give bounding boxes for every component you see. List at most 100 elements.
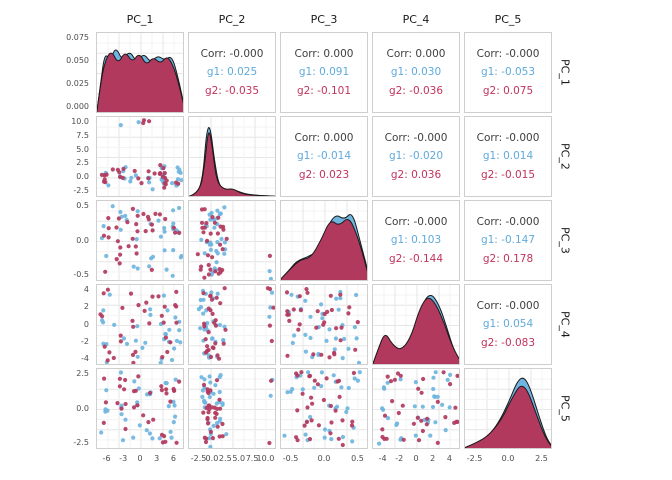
x-axis-ticks-PC_5: -2.5 0.0 2.5 [464, 452, 552, 472]
panel-density-PC_5 [464, 368, 552, 449]
row-strip-PC_5: PC_5 [556, 368, 574, 449]
x-axis-ticks-PC_2: -2.5 0.0 2.5 5.0 7.5 10.0 [188, 452, 276, 472]
panel-corr-PC_1-vs-PC_4: Corr: 0.000 g1: 0.030 g2: -0.036 [372, 32, 460, 113]
row-strip-label: PC_5 [558, 395, 572, 422]
corner-bottom-left [36, 452, 92, 472]
y-tick-label: 0.5 [76, 201, 89, 211]
row-strip-PC_2: PC_2 [556, 116, 574, 197]
x-tick-label: 3 [154, 454, 160, 463]
x-tick-label: 2.5 [535, 454, 548, 463]
panel-scatter-PC_4-vs-PC_1 [96, 284, 184, 365]
panel-scatter-PC_3-vs-PC_1 [96, 200, 184, 281]
x-tick-label: -2.5 [466, 454, 483, 463]
y-tick-label: 0 [83, 319, 89, 329]
group2-corr-text: g2: -0.083 [480, 336, 536, 349]
group1-corr-text: g1: -0.053 [480, 66, 536, 79]
y-tick-label: 0.050 [66, 56, 89, 66]
x-tick-label: -6 [102, 454, 111, 463]
corner-top-left [36, 5, 92, 29]
group2-corr-text: g2: 0.178 [482, 252, 534, 265]
panel-scatter-PC_4-vs-PC_2 [188, 284, 276, 365]
x-tick-label: 6 [170, 454, 176, 463]
col-strip-PC_2: PC_2 [218, 13, 246, 26]
col-strip-PC_1: PC_1 [126, 13, 154, 26]
x-tick-label: 0.5 [351, 454, 364, 463]
panel-scatter-PC_2-vs-PC_1 [96, 116, 184, 197]
x-tick-label: -3 [119, 454, 128, 463]
group2-corr-text: g2: -0.015 [480, 168, 536, 181]
x-tick-label: 5.0 [232, 454, 246, 463]
y-axis-ticks-PC_3: 0.5 0.0 -0.5 [36, 200, 92, 281]
x-tick-label: -0.5 [282, 454, 299, 463]
x-tick-label: -2 [395, 454, 404, 463]
panel-scatter-PC_4-vs-PC_3 [280, 284, 368, 365]
panel-corr-PC_3-vs-PC_4: Corr: -0.000 g1: 0.103 g2: -0.144 [372, 200, 460, 281]
y-tick-label: -2.5 [73, 437, 89, 447]
row-strip-label: PC_3 [558, 227, 572, 254]
x-axis-ticks-PC_1: -6 -3 0 3 6 [96, 452, 184, 472]
pairs-plot-grid: PC_1 PC_2 PC_3 PC_4 PC_5 0.075 0.050 0.025 0.000… [36, 5, 574, 472]
x-axis-ticks-PC_4: -4 -2 0 2 4 [372, 452, 460, 472]
row-strip-PC_1: PC_1 [556, 32, 574, 113]
x-tick-label: 0 [413, 454, 419, 463]
y-tick-label: 0.075 [66, 33, 89, 43]
y-tick-label: 0.000 [66, 101, 89, 111]
group2-corr-text: g2: -0.035 [204, 84, 260, 97]
x-tick-label: -2.5 [190, 454, 207, 463]
panel-corr-PC_2-vs-PC_4: Corr: -0.000 g1: -0.020 g2: 0.036 [372, 116, 460, 197]
row-strip-PC_4: PC_4 [556, 284, 574, 365]
x-tick-label: -4 [378, 454, 387, 463]
panel-density-PC_2 [188, 116, 276, 197]
corr-value-text: Corr: -0.000 [476, 215, 540, 228]
y-tick-label: 0.0 [76, 403, 89, 413]
y-tick-label: -2.5 [73, 185, 89, 195]
x-tick-label: 0.0 [501, 454, 515, 463]
row-strip-label: PC_2 [558, 143, 572, 170]
y-axis-ticks-PC_2: 10.0 7.5 5.0 2.5 0.0 -2.5 [36, 116, 92, 197]
group2-corr-text: g2: 0.075 [482, 84, 534, 97]
corr-value-text: Corr: -0.000 [476, 299, 540, 312]
group1-corr-text: g1: 0.103 [390, 234, 442, 247]
panel-scatter-PC_3-vs-PC_2 [188, 200, 276, 281]
panel-scatter-PC_5-vs-PC_1 [96, 368, 184, 449]
panel-corr-PC_1-vs-PC_3: Corr: 0.000 g1: 0.091 g2: -0.101 [280, 32, 368, 113]
y-tick-label: 0.0 [76, 171, 89, 181]
y-tick-label: 5.0 [76, 144, 89, 154]
group1-corr-text: g1: -0.020 [388, 150, 444, 163]
y-tick-label: 2.5 [76, 158, 89, 168]
x-axis-ticks-PC_3: -0.5 0.0 0.5 [280, 452, 368, 472]
panel-scatter-PC_5-vs-PC_3 [280, 368, 368, 449]
group2-corr-text: g2: -0.101 [296, 84, 352, 97]
corr-value-text: Corr: -0.000 [476, 131, 540, 144]
y-tick-label: 7.5 [76, 131, 89, 141]
col-strip-PC_4: PC_4 [402, 13, 430, 26]
panel-corr-PC_2-vs-PC_3: Corr: 0.000 g1: -0.014 g2: 0.023 [280, 116, 368, 197]
group1-corr-text: g1: 0.091 [298, 66, 350, 79]
panel-density-PC_4 [372, 284, 460, 365]
panel-corr-PC_2-vs-PC_5: Corr: -0.000 g1: 0.014 g2: -0.015 [464, 116, 552, 197]
panel-density-PC_1 [96, 32, 184, 113]
x-tick-label: 0.0 [317, 454, 331, 463]
corr-value-text: Corr: 0.000 [294, 131, 354, 144]
corr-value-text: Corr: 0.000 [386, 47, 446, 60]
group1-corr-text: g1: -0.147 [480, 234, 536, 247]
panel-corr-PC_4-vs-PC_5: Corr: -0.000 g1: 0.054 g2: -0.083 [464, 284, 552, 365]
y-tick-label: 4 [83, 285, 89, 295]
group1-corr-text: g1: -0.014 [296, 150, 352, 163]
group2-corr-text: g2: 0.023 [298, 168, 350, 181]
panel-scatter-PC_5-vs-PC_4 [372, 368, 460, 449]
y-tick-label: -4 [81, 353, 89, 363]
corr-value-text: Corr: -0.000 [384, 131, 448, 144]
y-tick-label: 0.025 [66, 78, 89, 88]
panel-corr-PC_1-vs-PC_5: Corr: -0.000 g1: -0.053 g2: 0.075 [464, 32, 552, 113]
y-tick-label: 0.0 [76, 235, 89, 245]
group1-corr-text: g1: 0.054 [482, 318, 534, 331]
corr-value-text: Corr: -0.000 [200, 47, 264, 60]
group2-corr-text: g2: -0.036 [388, 84, 444, 97]
corner-bottom-right [556, 452, 574, 472]
x-tick-label: 2.5 [218, 454, 232, 463]
x-tick-label: 0 [137, 454, 143, 463]
y-axis-ticks-PC_5: 2.5 0.0 -2.5 [36, 368, 92, 449]
group2-corr-text: g2: -0.144 [388, 252, 444, 265]
panel-corr-PC_1-vs-PC_2: Corr: -0.000 g1: 0.025 g2: -0.035 [188, 32, 276, 113]
